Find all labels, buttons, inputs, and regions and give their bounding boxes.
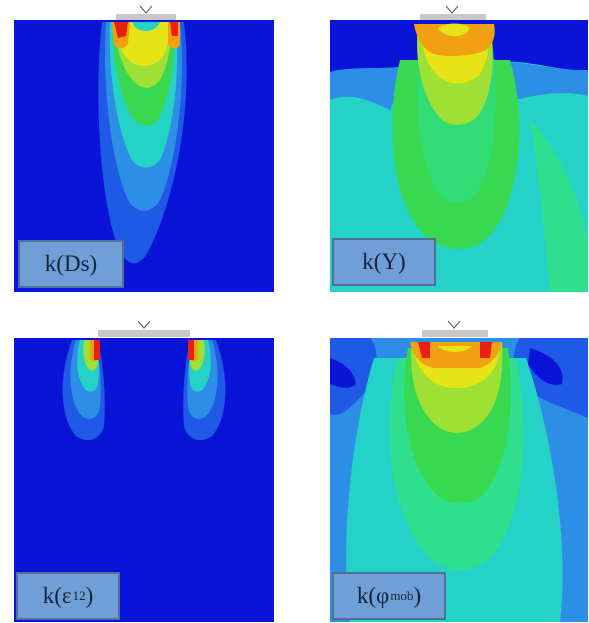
contour-band-orange	[414, 24, 495, 57]
load-arrow-icon	[445, 5, 459, 14]
contour-panel-ds: k(Ds)	[14, 0, 274, 292]
contour-peak-right	[188, 340, 194, 360]
contour-peak-right	[480, 342, 492, 358]
contour-center-yellow	[438, 346, 472, 352]
panel-label-phimob: k(φ mob)	[332, 572, 446, 620]
footing	[420, 14, 486, 20]
load-arrow-icon	[137, 320, 151, 329]
contour-plot-y	[330, 5, 588, 292]
contour-peak-left	[418, 342, 430, 358]
contour-center-cyan	[132, 22, 160, 31]
panel-label-eps12: k(ε 12)	[16, 572, 120, 620]
contour-panel-phimob: k(φ mob)	[330, 318, 588, 622]
panel-label-ds: k(Ds)	[18, 240, 124, 288]
footing	[422, 330, 488, 337]
contour-peak-left	[114, 22, 128, 38]
contour-band-orange	[410, 342, 502, 368]
contour-peak-left	[94, 340, 100, 360]
load-arrow-icon	[139, 5, 153, 14]
contour-panel-eps12: k(ε 12)	[14, 318, 274, 622]
load-arrow-icon	[447, 320, 461, 329]
footing	[98, 330, 190, 337]
contour-band-lightblue-left	[330, 66, 410, 110]
contour-plot-phimob	[330, 320, 588, 622]
footing	[116, 14, 176, 20]
contour-band-lightblue-right	[505, 62, 588, 100]
contour-panel-y: k(Y)	[330, 0, 588, 292]
panel-label-y: k(Y)	[332, 238, 436, 286]
contour-patch-deepblue-right	[528, 348, 563, 385]
contour-band-greencyan-right	[530, 120, 588, 292]
contour-patch-deepblue-left	[330, 358, 356, 388]
contour-center-yellow	[438, 23, 470, 37]
contour-peak-right	[170, 22, 178, 36]
